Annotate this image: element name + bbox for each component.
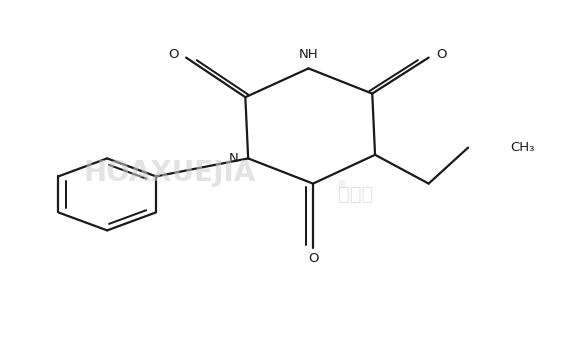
Text: O: O — [308, 252, 318, 265]
Text: O: O — [436, 48, 446, 60]
Text: NH: NH — [299, 48, 318, 61]
Text: O: O — [169, 48, 179, 60]
Text: CH₃: CH₃ — [510, 141, 535, 154]
Text: ®: ® — [336, 180, 346, 190]
Text: 化学加: 化学加 — [338, 185, 373, 204]
Text: HOAXUEJIA: HOAXUEJIA — [83, 159, 255, 187]
Text: N: N — [229, 152, 239, 165]
